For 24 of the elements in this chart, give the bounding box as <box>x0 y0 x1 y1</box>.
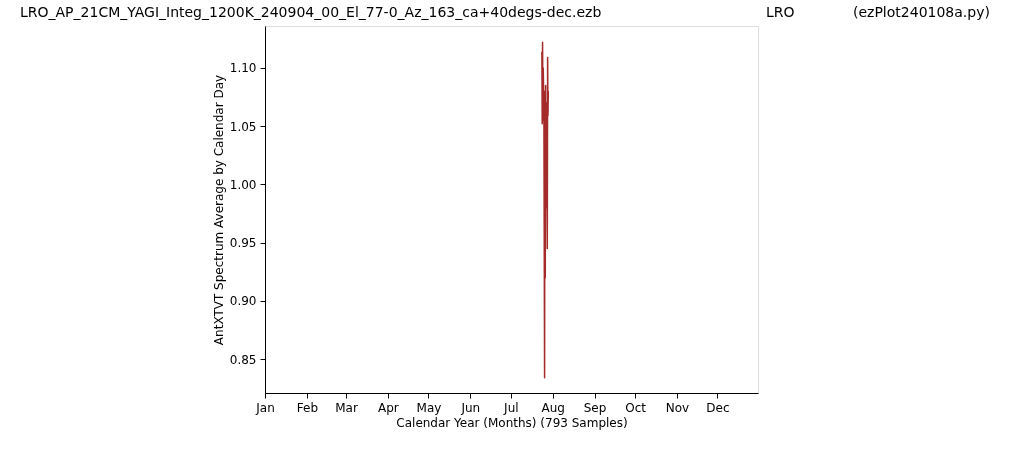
x-tick-label: Jun <box>460 400 481 415</box>
x-tick-label: Feb <box>296 400 318 415</box>
text: LRO <box>766 4 795 20</box>
y-tick-label: 1.10 <box>229 61 257 76</box>
line-series <box>541 41 550 379</box>
x-tick-label: May <box>416 400 442 415</box>
x-tick-label: Aug <box>541 400 565 415</box>
x-axis-title: Calendar Year (Months) (793 Samples) <box>396 415 628 430</box>
x-tick-label: Apr <box>378 400 399 415</box>
y-axis-title: AntXTVT Spectrum Average by Calendar Day <box>211 74 226 346</box>
x-tick-label: Oct <box>625 400 647 415</box>
y-tick-label: 0.85 <box>229 352 257 367</box>
y-tick-label: 0.95 <box>229 236 257 251</box>
x-tick-label: Jan <box>255 400 275 415</box>
x-tick-label: Sep <box>583 400 607 415</box>
x-tick-label: Nov <box>665 400 690 415</box>
x-tick-label: Mar <box>335 400 358 415</box>
x-tick-label: Dec <box>706 400 730 415</box>
y-tick-label: 0.90 <box>229 294 257 309</box>
x-tick-label: Jul <box>503 400 519 415</box>
chart-title: LRO_AP_21CM_YAGI_Integ_1200K_240904_00_El_77-0_Az_163_ca+40degs-dec.ezb <box>20 4 602 20</box>
y-tick-label: 1.00 <box>229 177 257 192</box>
y-tick-label: 1.05 <box>229 119 257 134</box>
text: (ezPlot240108a.py) <box>853 4 990 20</box>
